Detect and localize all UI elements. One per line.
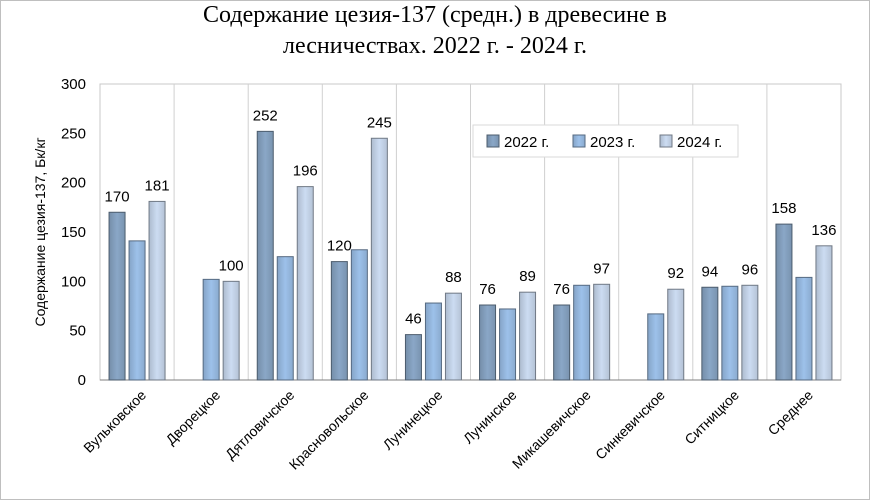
bar <box>350 249 368 381</box>
x-tick-label: Ситницкое <box>681 387 742 448</box>
data-label: 92 <box>667 265 684 282</box>
data-label: 181 <box>145 177 170 194</box>
y-tick-label: 250 <box>61 125 86 142</box>
legend-swatch <box>486 134 500 148</box>
bar <box>108 211 126 381</box>
bar <box>370 137 388 381</box>
bar <box>519 291 537 381</box>
y-axis-title: Содержание цезия-137, Бк/кг <box>32 137 48 326</box>
bar <box>553 304 571 381</box>
x-tick-label: Микашевичское <box>509 387 594 472</box>
data-label: 245 <box>367 114 392 131</box>
bar <box>128 240 146 381</box>
legend-label: 2023 г. <box>590 134 635 151</box>
bar <box>593 283 611 381</box>
bar <box>424 302 442 381</box>
data-label: 97 <box>593 260 610 277</box>
bar <box>296 186 314 381</box>
bar <box>667 288 685 381</box>
chart-title-line-2: лесничествах. 2022 г. - 2024 г. <box>283 33 587 59</box>
legend-swatch <box>659 134 673 148</box>
legend-box <box>472 124 739 158</box>
bar <box>795 276 813 381</box>
x-tick-label: Красновольское <box>286 387 372 473</box>
chart-title: Содержание цезия-137 (средн.) в древесин… <box>0 0 870 62</box>
x-tick-label: Лунинецкое <box>380 387 446 453</box>
chart-title-line-1: Содержание цезия-137 (средн.) в древесин… <box>203 2 667 28</box>
data-label: 94 <box>702 263 719 280</box>
data-label: 88 <box>445 269 462 286</box>
y-tick-label: 200 <box>61 175 86 192</box>
bar <box>404 334 422 381</box>
bar <box>741 284 759 381</box>
data-label: 252 <box>253 107 278 124</box>
bar <box>647 313 665 381</box>
data-label: 76 <box>479 281 496 298</box>
y-tick-label: 50 <box>69 323 86 340</box>
bar <box>479 304 497 381</box>
x-tick-label: Вульковское <box>80 387 149 456</box>
data-label: 120 <box>327 238 352 255</box>
y-tick-label: 0 <box>78 372 86 389</box>
bar <box>815 245 833 381</box>
bar <box>276 256 294 381</box>
y-tick-label: 300 <box>61 76 86 93</box>
y-tick-label: 100 <box>61 273 86 290</box>
legend-label: 2022 г. <box>504 134 549 151</box>
data-label: 196 <box>293 163 318 180</box>
bar <box>499 308 517 381</box>
bar <box>444 292 462 381</box>
data-label: 100 <box>219 257 244 274</box>
x-tick-label: Лунинское <box>460 387 520 447</box>
data-label: 76 <box>553 281 570 298</box>
x-tick-label: Синкевичское <box>592 387 668 463</box>
bar <box>775 223 793 381</box>
bar <box>222 280 240 381</box>
x-tick-label: Среднее <box>765 387 817 439</box>
bar <box>721 285 739 381</box>
legend-label: 2024 г. <box>677 134 722 151</box>
data-label: 96 <box>742 261 759 278</box>
bar <box>330 261 348 381</box>
data-label: 46 <box>405 311 422 328</box>
y-tick-label: 150 <box>61 224 86 241</box>
data-label: 136 <box>811 222 836 239</box>
legend-swatch <box>572 134 586 148</box>
data-label: 158 <box>771 200 796 217</box>
bar <box>202 278 220 381</box>
x-tick-label: Дятловичское <box>222 387 298 463</box>
data-label: 170 <box>105 188 130 205</box>
legend: 2022 г. 2023 г. 2024 г. <box>472 124 739 158</box>
bar <box>573 284 591 381</box>
bar <box>701 286 719 381</box>
bar <box>256 130 274 381</box>
bar <box>148 200 166 381</box>
data-label: 89 <box>519 268 536 285</box>
x-tick-label: Дворецкое <box>162 387 223 448</box>
